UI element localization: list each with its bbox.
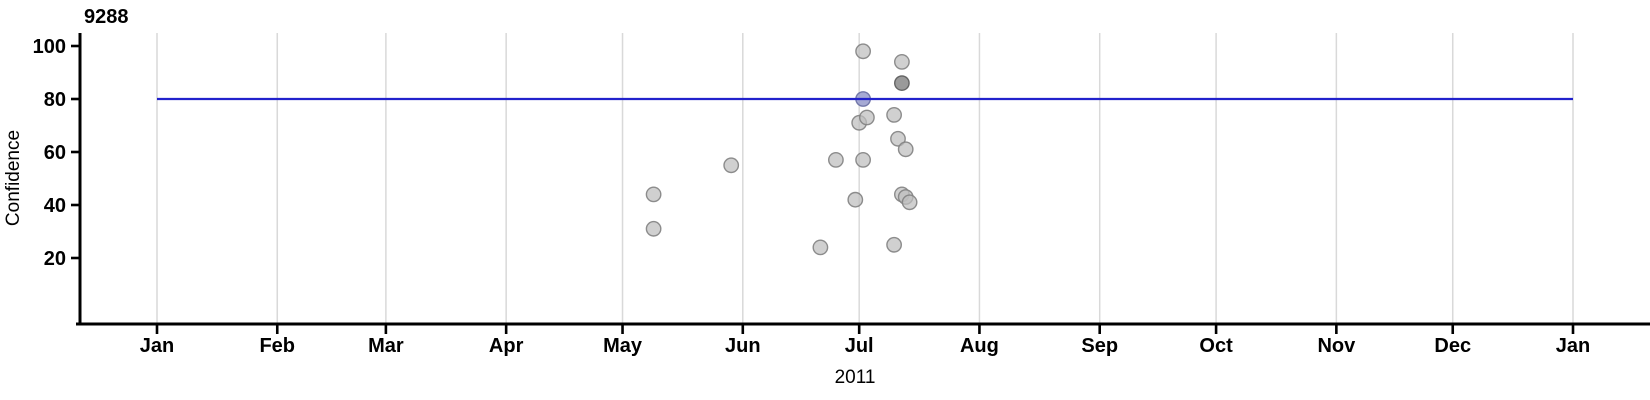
y-tick-label: 100 xyxy=(33,36,66,58)
data-point xyxy=(897,141,914,158)
chart-title: 9288 xyxy=(84,6,129,28)
data-point xyxy=(855,151,871,168)
data-point xyxy=(886,107,902,123)
x-tick-label: Nov xyxy=(1317,335,1356,357)
x-tick-label: Jun xyxy=(725,335,761,357)
y-tick-label: 20 xyxy=(44,248,66,270)
data-point xyxy=(847,191,864,208)
x-tick-label: Jan xyxy=(140,335,174,357)
data-point xyxy=(828,151,844,168)
x-tick-label: Jul xyxy=(845,335,874,357)
data-point xyxy=(890,130,906,147)
x-tick-label: Oct xyxy=(1199,335,1233,357)
data-point xyxy=(901,194,918,211)
y-tick-label: 80 xyxy=(44,89,66,111)
data-point xyxy=(645,220,662,237)
x-tick-label: Dec xyxy=(1434,335,1471,357)
x-tick-label: Apr xyxy=(489,335,524,357)
x-tick-label: Feb xyxy=(259,335,295,357)
x-tick-label: May xyxy=(603,335,643,357)
scatter-points-group xyxy=(645,43,918,256)
y-tick-label: 40 xyxy=(44,195,66,217)
x-tick-label: Sep xyxy=(1081,335,1118,357)
data-point xyxy=(723,157,740,174)
data-point xyxy=(855,43,871,60)
x-axis-title: 2011 xyxy=(835,367,876,388)
x-tick-label: Mar xyxy=(368,335,404,357)
data-point xyxy=(894,54,910,70)
data-point xyxy=(859,109,875,126)
y-axis-title: Confidence xyxy=(3,130,24,226)
axes-group: 20 40 60 80 100 Jan Feb Mar Apr May Jun Jul Aug Sep Oc… xyxy=(33,33,1650,357)
gridlines-group xyxy=(156,33,1574,323)
data-point xyxy=(894,75,910,92)
x-tick-label: Aug xyxy=(960,335,999,357)
y-tick-label: 60 xyxy=(44,142,66,164)
data-point xyxy=(812,239,829,256)
data-point xyxy=(645,186,662,203)
data-point xyxy=(886,236,902,253)
x-tick-label: Jan xyxy=(1556,335,1590,357)
